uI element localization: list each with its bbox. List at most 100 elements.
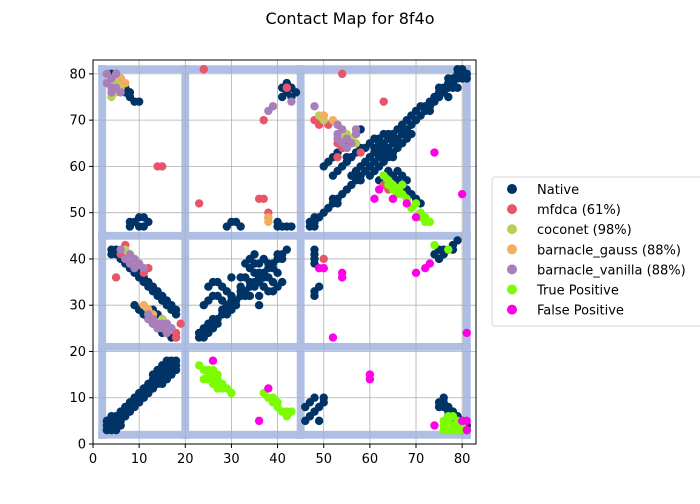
point-native [245,291,255,301]
point-native [314,282,324,291]
point-native [393,125,402,134]
x-tick-label: 40 [269,452,286,467]
point-native [139,222,148,231]
point-native [277,277,287,287]
x-tick-label: 10 [131,452,148,467]
point-native [254,291,264,301]
point-false [365,375,375,384]
point-barnacle_vanilla [342,143,351,153]
point-barnacle_vanilla [167,324,176,333]
legend-marker [507,264,517,275]
gap-band-vertical [462,65,471,439]
point-false [337,273,347,282]
series-false [208,148,471,435]
point-false [462,328,471,338]
plot-area: 0 10 20 30 40 50 60 70 80 0 10 20 30 40 50 60 70 80 [69,59,477,467]
point-false [328,333,338,342]
point-true [444,245,453,254]
point-native [250,268,259,278]
point-false [388,194,398,203]
point-false [425,259,435,268]
point-true [287,407,296,416]
point-mfdca [337,69,347,79]
x-tick-label: 0 [89,452,97,467]
point-native [134,97,144,106]
point-native [310,222,319,231]
point-native [107,412,116,421]
legend-frame [491,176,700,327]
point-true [397,180,407,190]
point-native [259,254,268,264]
point-native [268,287,278,296]
point-barnacle_vanilla [337,125,347,134]
point-native [231,296,241,305]
point-mfdca [259,115,268,125]
point-false [264,384,273,393]
legend: Native mfdca (61%) coconet (98%) barnacle_g… [491,176,700,327]
point-true [439,425,448,435]
x-tick-label: 80 [454,452,471,467]
y-tick-label: 80 [69,67,86,82]
point-native [162,356,172,365]
legend-label: True Positive [536,284,619,299]
point-native [125,88,135,97]
point-mfdca [333,152,342,162]
point-barnacle_vanilla [310,102,319,111]
point-barnacle_gauss [121,78,130,88]
point-native [457,74,467,83]
legend-label: barnacle_vanilla (88%) [537,263,686,278]
point-mfdca [194,199,204,208]
point-false [457,189,467,199]
point-native [130,301,139,310]
point-barnacle_vanilla [351,125,361,134]
series-barnacle_vanilla [102,69,361,338]
point-native [407,129,416,139]
legend-marker [507,184,517,194]
y-tick-label: 20 [69,345,86,360]
point-barnacle_gauss [264,217,273,227]
gap-band-vertical [98,65,107,439]
point-false [430,148,439,157]
gap-band-horizontal [98,65,471,74]
point-native [374,139,384,148]
y-tick-label: 50 [69,206,86,221]
point-barnacle_vanilla [264,106,273,116]
point-false [411,268,421,278]
point-true [430,240,439,250]
point-native [227,273,236,282]
point-native [453,83,462,92]
legend-label: mfdca (61%) [537,203,621,218]
point-true [268,393,278,402]
point-native [425,106,435,116]
point-mfdca [158,162,167,171]
point-native [333,199,342,208]
point-true [448,425,458,435]
point-false [319,263,328,273]
point-barnacle_vanilla [107,88,116,97]
point-native [356,176,365,185]
point-false [208,356,218,365]
point-native [347,171,356,180]
point-barnacle_vanilla [139,263,148,273]
point-false [430,421,439,430]
point-native [287,222,296,231]
point-false [411,213,421,222]
point-native [337,162,347,171]
axes-frame [92,59,477,445]
point-false [462,416,471,426]
y-tick-label: 60 [69,160,86,175]
point-native [236,273,245,282]
x-tick-label: 50 [315,452,332,467]
point-native [277,92,287,102]
legend-marker [507,244,517,255]
y-tick-label: 10 [69,391,86,406]
point-true [227,388,236,398]
x-tick-label: 60 [362,452,379,467]
point-native [291,88,301,97]
point-native [388,152,398,162]
y-tick-label: 0 [78,438,86,453]
gap-band-horizontal [98,231,471,240]
point-true [411,199,421,208]
legend-label: coconet (98%) [537,223,632,238]
